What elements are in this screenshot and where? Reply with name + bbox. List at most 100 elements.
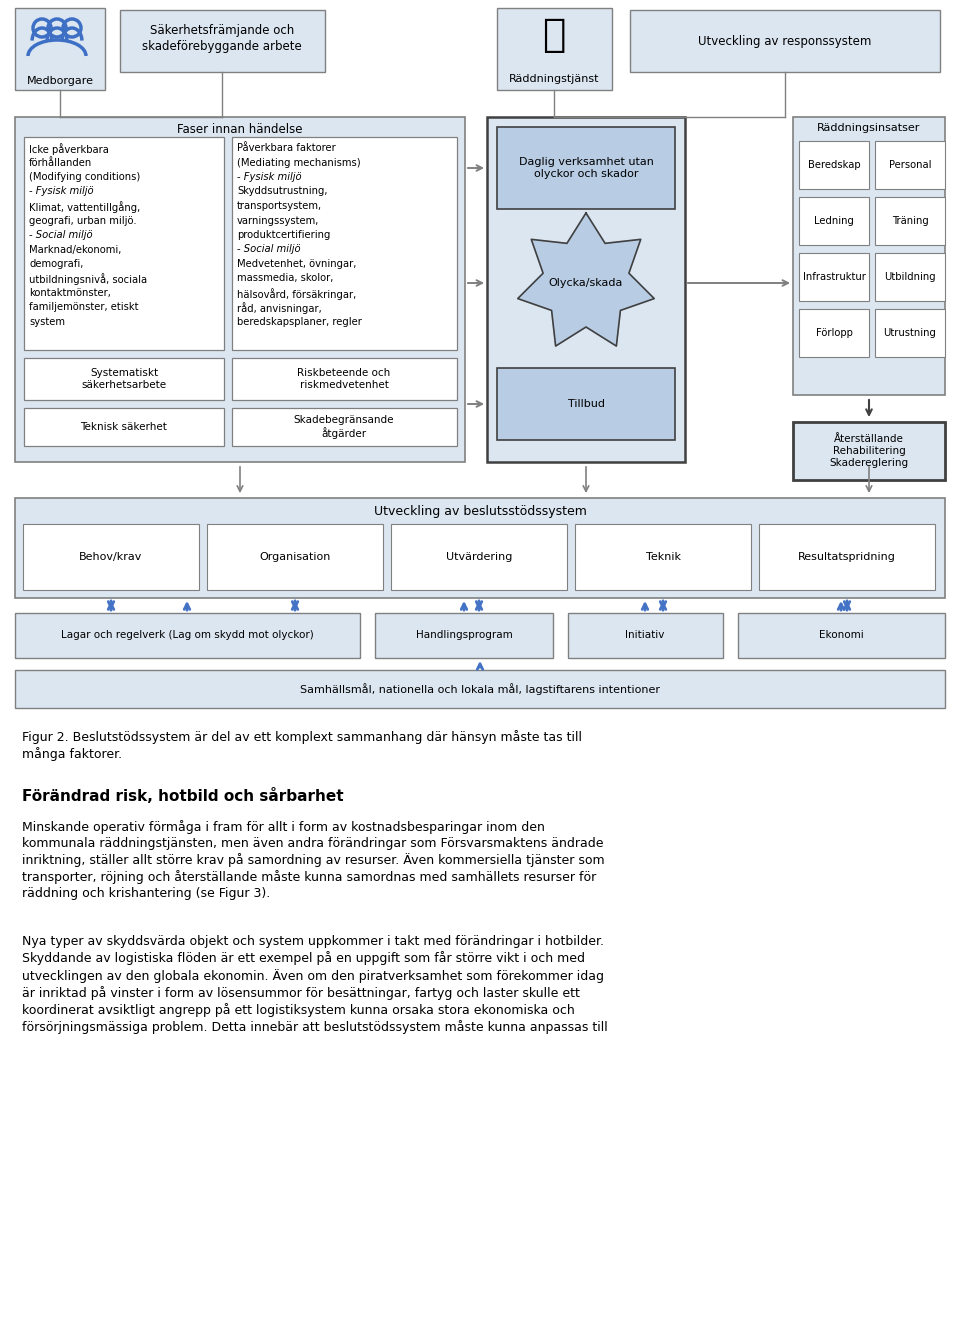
Text: Lagar och regelverk (Lag om skydd mot olyckor): Lagar och regelverk (Lag om skydd mot ol… bbox=[60, 630, 313, 641]
Bar bbox=[15, 498, 945, 598]
Bar bbox=[15, 612, 360, 658]
Text: Samhällsmål, nationella och lokala mål, lagstiftarens intentioner: Samhällsmål, nationella och lokala mål, … bbox=[300, 684, 660, 694]
Text: förhållanden: förhållanden bbox=[29, 157, 92, 168]
Text: Olycka/skada: Olycka/skada bbox=[549, 278, 623, 287]
Bar bbox=[23, 524, 199, 590]
Text: hälsovård, försäkringar,: hälsovård, försäkringar, bbox=[237, 287, 356, 299]
Text: Räddningstjänst: Räddningstjänst bbox=[509, 74, 599, 85]
Text: Utveckling av responssystem: Utveckling av responssystem bbox=[698, 35, 872, 47]
Text: Räddningsinsatser: Räddningsinsatser bbox=[817, 124, 921, 133]
Bar bbox=[793, 117, 945, 395]
Text: transportsystem,: transportsystem, bbox=[237, 201, 323, 211]
Bar bbox=[24, 408, 224, 446]
Bar bbox=[487, 117, 685, 462]
Text: Ekonomi: Ekonomi bbox=[819, 630, 863, 641]
Text: Skyddsutrustning,: Skyddsutrustning, bbox=[237, 187, 327, 196]
Text: Marknad/ekonomi,: Marknad/ekonomi, bbox=[29, 244, 121, 255]
Text: Infrastruktur: Infrastruktur bbox=[803, 273, 865, 282]
Text: Förlopp: Förlopp bbox=[816, 328, 852, 338]
Bar bbox=[875, 197, 945, 244]
Text: kontaktmönster,: kontaktmönster, bbox=[29, 287, 110, 298]
Text: Förändrad risk, hotbild och sårbarhet: Förändrad risk, hotbild och sårbarhet bbox=[22, 788, 344, 804]
Bar bbox=[799, 141, 869, 189]
Bar bbox=[24, 137, 224, 351]
Text: (Mediating mechanisms): (Mediating mechanisms) bbox=[237, 157, 361, 168]
Bar bbox=[799, 252, 869, 301]
Text: familjemönster, etiskt: familjemönster, etiskt bbox=[29, 302, 138, 313]
Bar bbox=[575, 524, 751, 590]
Bar bbox=[15, 117, 465, 462]
Bar bbox=[875, 309, 945, 357]
Bar bbox=[15, 670, 945, 708]
Text: Handlingsprogram: Handlingsprogram bbox=[416, 630, 513, 641]
Bar bbox=[24, 359, 224, 400]
Text: Klimat, vattentillgång,: Klimat, vattentillgång, bbox=[29, 201, 140, 214]
Bar bbox=[375, 612, 553, 658]
Text: 🚒: 🚒 bbox=[542, 16, 565, 54]
Bar bbox=[15, 8, 105, 90]
Text: Figur 2. Beslutstödssystem är del av ett komplext sammanhang där hänsyn måste ta: Figur 2. Beslutstödssystem är del av ett… bbox=[22, 731, 582, 761]
Text: Teknik: Teknik bbox=[645, 552, 681, 561]
Bar bbox=[799, 309, 869, 357]
Bar bbox=[759, 524, 935, 590]
Text: Träning: Träning bbox=[892, 216, 928, 226]
Bar bbox=[207, 524, 383, 590]
Bar bbox=[738, 612, 945, 658]
Text: råd, anvisningar,: råd, anvisningar, bbox=[237, 302, 322, 314]
Text: Beredskap: Beredskap bbox=[807, 160, 860, 171]
Bar bbox=[568, 612, 723, 658]
Text: Riskbeteende och
riskmedvetenhet: Riskbeteende och riskmedvetenhet bbox=[298, 368, 391, 391]
Text: Återställande
Rehabilitering
Skadereglering: Återställande Rehabilitering Skaderegler… bbox=[829, 434, 908, 469]
Bar bbox=[391, 524, 567, 590]
Text: produktcertifiering: produktcertifiering bbox=[237, 230, 330, 240]
Text: Påverkbara faktorer: Påverkbara faktorer bbox=[237, 142, 336, 153]
Bar bbox=[630, 9, 940, 73]
Text: Utrustning: Utrustning bbox=[883, 328, 936, 338]
Text: demografi,: demografi, bbox=[29, 259, 84, 269]
Text: Ledning: Ledning bbox=[814, 216, 854, 226]
Text: Personal: Personal bbox=[889, 160, 931, 171]
Bar bbox=[875, 252, 945, 301]
Bar bbox=[120, 9, 325, 73]
Text: - Fysisk miljö: - Fysisk miljö bbox=[237, 172, 301, 183]
Text: Utbildning: Utbildning bbox=[884, 273, 936, 282]
Text: Teknisk säkerhet: Teknisk säkerhet bbox=[81, 422, 167, 432]
Text: Nya typer av skyddsvärda objekt och system uppkommer i takt med förändringar i h: Nya typer av skyddsvärda objekt och syst… bbox=[22, 935, 608, 1034]
Text: Systematiskt
säkerhetsarbete: Systematiskt säkerhetsarbete bbox=[82, 368, 167, 391]
Text: - Fysisk miljö: - Fysisk miljö bbox=[29, 187, 94, 196]
Text: Utvärdering: Utvärdering bbox=[445, 552, 513, 561]
Text: Medvetenhet, övningar,: Medvetenhet, övningar, bbox=[237, 259, 356, 269]
Bar bbox=[875, 141, 945, 189]
Text: Medborgare: Medborgare bbox=[27, 77, 93, 86]
Text: system: system bbox=[29, 317, 65, 326]
Bar bbox=[232, 408, 457, 446]
Bar bbox=[232, 137, 457, 351]
Text: geografi, urban miljö.: geografi, urban miljö. bbox=[29, 215, 136, 226]
Text: Resultatspridning: Resultatspridning bbox=[798, 552, 896, 561]
Text: Skadebegränsande
åtgärder: Skadebegränsande åtgärder bbox=[294, 415, 395, 439]
Text: Utveckling av beslutsstödssystem: Utveckling av beslutsstödssystem bbox=[373, 505, 587, 518]
Text: Icke påverkbara: Icke påverkbara bbox=[29, 142, 108, 154]
Text: Initiativ: Initiativ bbox=[625, 630, 664, 641]
Text: (Modifying conditions): (Modifying conditions) bbox=[29, 172, 140, 183]
Bar bbox=[232, 359, 457, 400]
Text: varningssystem,: varningssystem, bbox=[237, 215, 320, 226]
Bar bbox=[793, 422, 945, 479]
Bar bbox=[497, 128, 675, 210]
Text: Minskande operativ förmåga i fram för allt i form av kostnadsbesparingar inom de: Minskande operativ förmåga i fram för al… bbox=[22, 821, 605, 901]
Text: utbildningsnivå, sociala: utbildningsnivå, sociala bbox=[29, 274, 147, 286]
Text: Tillbud: Tillbud bbox=[567, 399, 605, 410]
Bar bbox=[497, 8, 612, 90]
Text: - Social miljö: - Social miljö bbox=[237, 244, 300, 255]
Text: Daglig verksamhet utan
olyckor och skador: Daglig verksamhet utan olyckor och skado… bbox=[518, 157, 654, 179]
Text: Organisation: Organisation bbox=[259, 552, 330, 561]
Text: massmedia, skolor,: massmedia, skolor, bbox=[237, 274, 333, 283]
Polygon shape bbox=[517, 214, 655, 346]
Bar bbox=[799, 197, 869, 244]
Text: Faser innan händelse: Faser innan händelse bbox=[178, 124, 302, 136]
Text: beredskapsplaner, regler: beredskapsplaner, regler bbox=[237, 317, 362, 326]
Text: - Social miljö: - Social miljö bbox=[29, 230, 92, 240]
Bar bbox=[497, 368, 675, 441]
Text: Säkerhetsfrämjande och
skadeförebyggande arbete: Säkerhetsfrämjande och skadeförebyggande… bbox=[142, 24, 301, 52]
Text: Behov/krav: Behov/krav bbox=[80, 552, 143, 561]
